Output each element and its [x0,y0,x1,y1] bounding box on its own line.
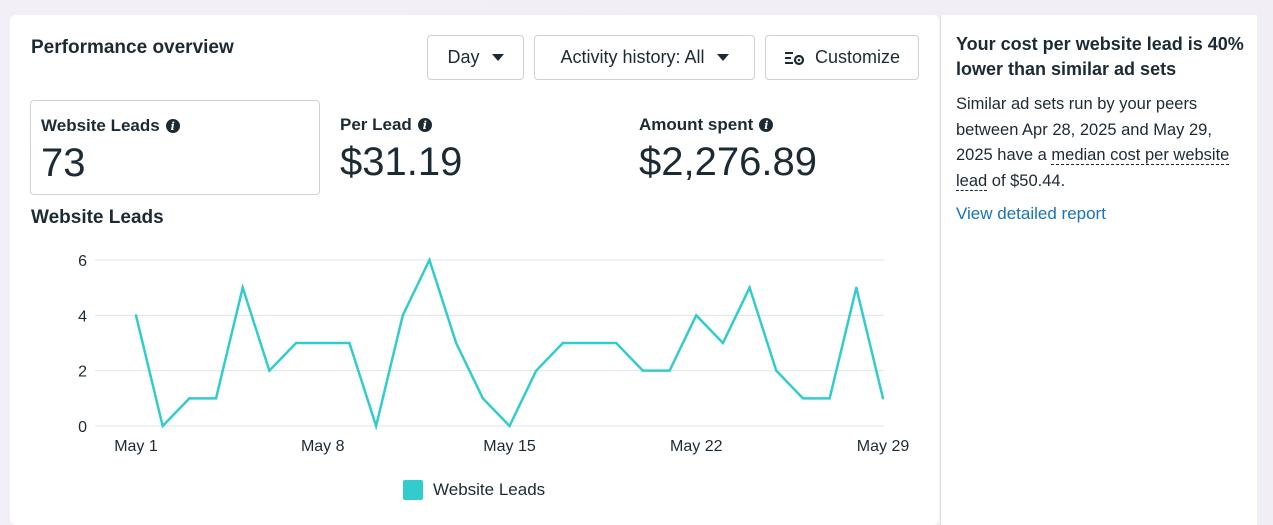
series-line-website-leads [134,256,885,431]
data-point [615,341,618,345]
activity-history-dropdown[interactable]: Activity history: All [534,35,755,80]
data-point [214,397,218,400]
metric-amount-spent[interactable]: Amount spent i $2,276.89 [629,100,919,195]
insight-title: Your cost per website lead is 40% lower … [956,34,1244,79]
day-dropdown[interactable]: Day [427,35,524,80]
caret-down-icon [491,54,504,61]
x-tick-label: May 22 [670,438,723,455]
y-tick-label: 2 [78,364,87,381]
data-point [508,424,511,428]
data-point [401,314,404,317]
x-tick-label: May 8 [301,438,345,455]
data-point [721,341,725,345]
data-point [775,369,778,372]
caret-down-icon [716,54,729,61]
data-point [348,341,351,345]
info-icon[interactable]: i [165,119,180,133]
data-point [534,369,538,372]
metric-value-website-leads: 73 [41,141,86,185]
data-point [268,369,271,372]
data-point [294,341,298,345]
data-point [588,341,591,345]
day-dropdown-label: Day [447,47,480,67]
data-point [374,424,378,428]
data-point [561,341,565,345]
data-point [695,314,698,317]
info-icon[interactable]: i [417,118,432,132]
data-point [748,286,751,289]
metric-value-amount-spent: $2,276.89 [639,140,817,184]
view-detailed-report-link[interactable]: View detailed report [956,204,1106,223]
data-point [668,369,671,372]
customize-settings-icon [784,51,805,65]
website-leads-chart: 0 2 4 6 May 1 May 8 May 15 May 22 May 29 [78,253,910,455]
data-point [881,397,885,400]
data-point [134,314,138,317]
x-tick-label: May 15 [483,438,536,455]
metric-label-text: Amount spent [639,115,754,134]
metric-label-amount-spent: Amount spent i [639,115,774,135]
chart-legend[interactable]: Website Leads [403,480,545,500]
x-tick-label: May 29 [857,438,910,455]
metric-label-text: Per Lead [340,115,412,134]
legend-swatch [403,480,423,500]
data-point [481,397,485,400]
x-tick-label: May 1 [114,438,158,455]
metric-label-website-leads: Website Leads i [41,116,180,136]
data-point [428,258,431,262]
data-point [454,341,458,345]
data-point [855,286,858,289]
data-point [241,286,244,289]
metric-per-lead[interactable]: Per Lead i $31.19 [330,100,610,195]
performance-overview-card: Performance overview Day Activity histor… [10,15,939,525]
insight-body: Similar ad sets run by your peers betwee… [956,92,1251,194]
insight-body-suffix: of $50.44. [987,171,1066,190]
data-point [321,341,324,345]
data-point [641,369,645,372]
metric-label-text: Website Leads [41,116,160,135]
legend-label: Website Leads [433,480,546,499]
customize-button[interactable]: Customize [765,35,919,80]
info-icon[interactable]: i [759,118,774,132]
y-tick-label: 4 [78,308,87,325]
data-point [188,397,191,400]
insight-panel: Your cost per website lead is 40% lower … [940,15,1257,525]
insight-body-prefix: Similar ad sets run by your peers betwee… [956,95,1212,164]
activity-history-label: Activity history: All [560,47,705,67]
panel-title: Performance overview [31,37,234,58]
chart-title: Website Leads [31,207,164,228]
metric-value-per-lead: $31.19 [340,140,463,184]
data-point [161,424,164,428]
y-tick-label: 6 [78,253,87,270]
metric-website-leads[interactable]: Website Leads i 73 [30,100,320,195]
data-point [828,397,831,400]
y-tick-label: 0 [78,419,87,436]
metric-label-per-lead: Per Lead i [340,115,432,135]
data-point [801,397,805,400]
median-cost-term[interactable]: median cost per website lead [956,146,1230,191]
customize-label: Customize [814,47,901,67]
